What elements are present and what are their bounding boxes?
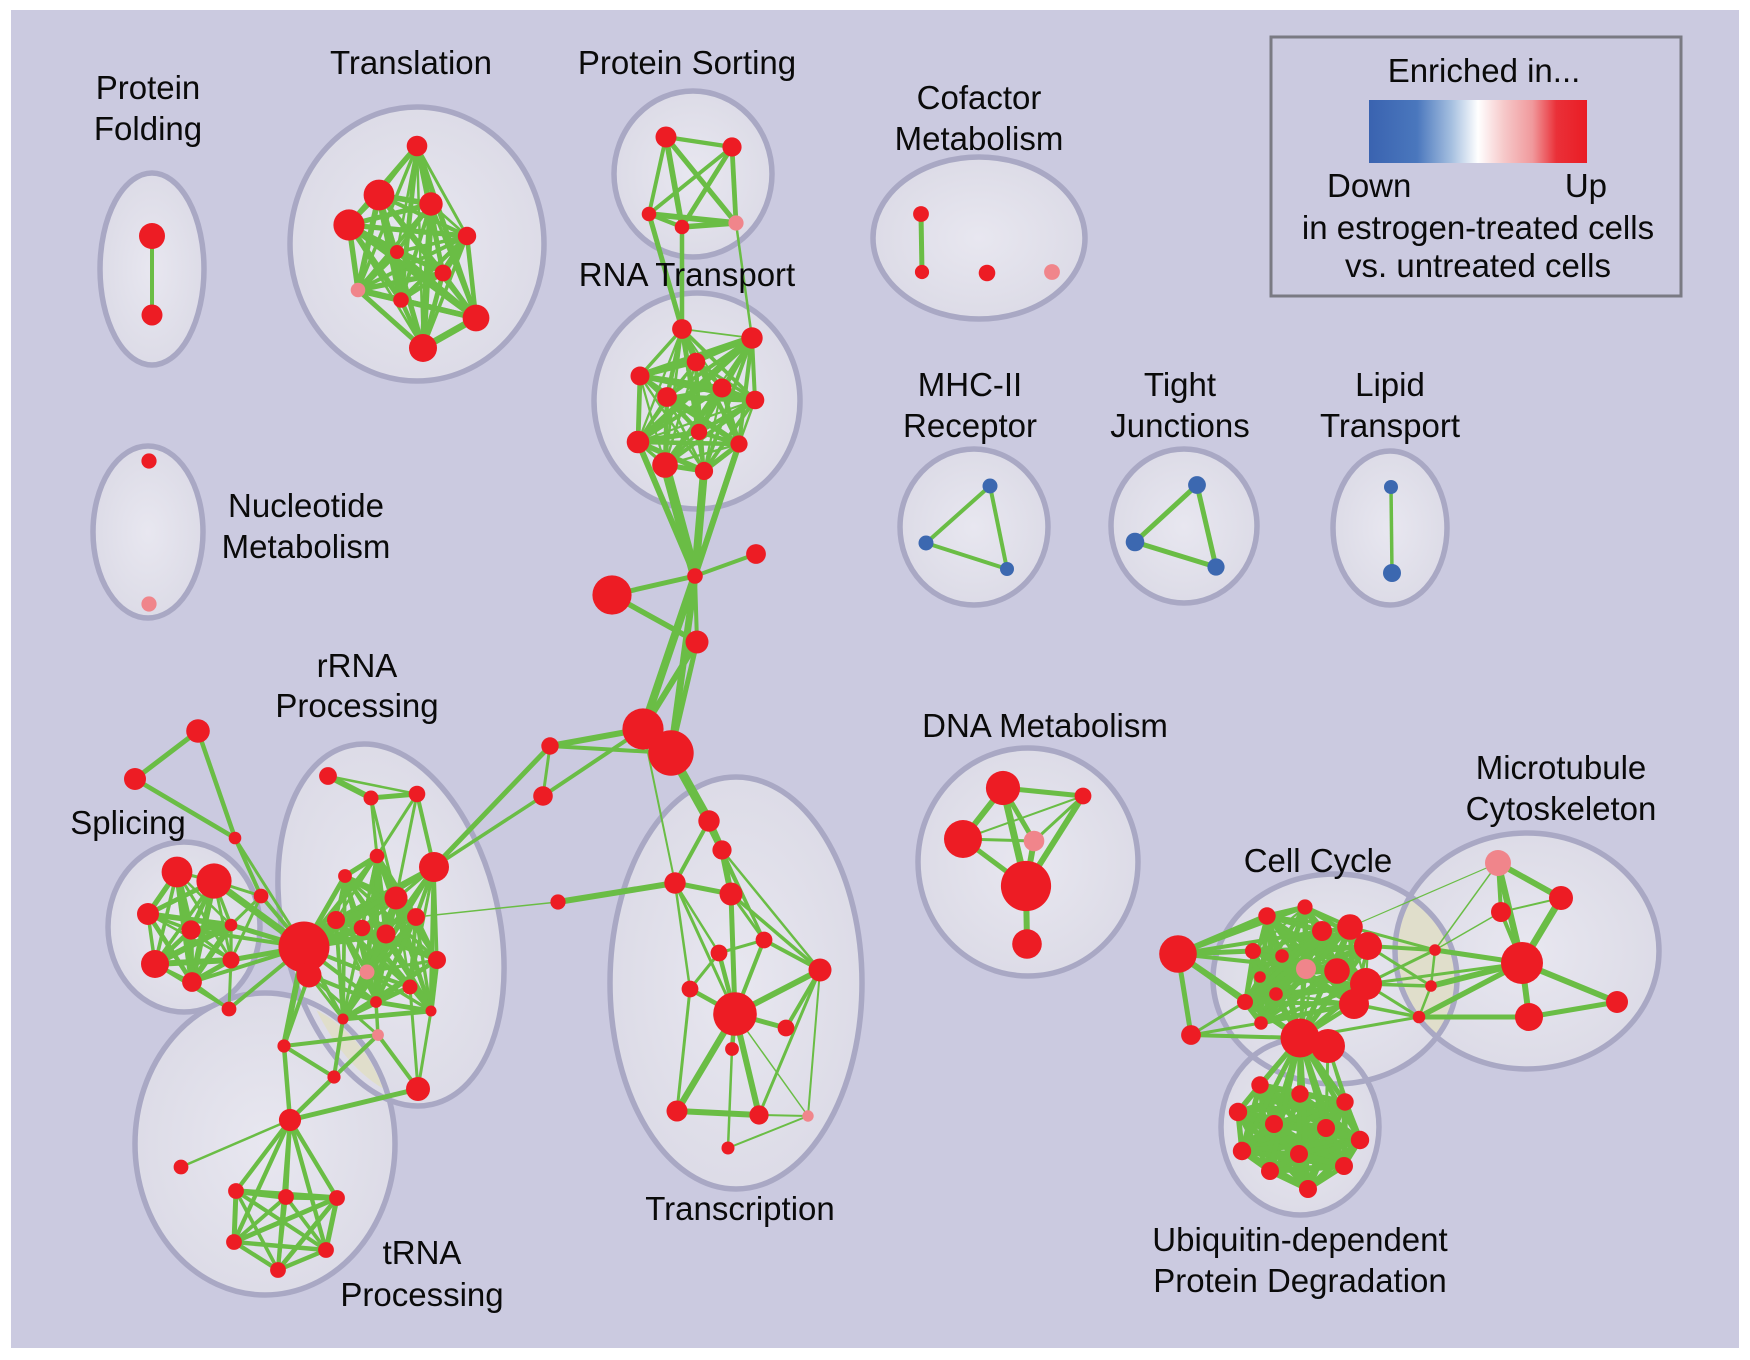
svg-text:Tight: Tight <box>1144 366 1216 403</box>
svg-text:Protein: Protein <box>96 69 201 106</box>
svg-text:Enriched in...: Enriched in... <box>1388 52 1581 89</box>
svg-text:Microtubule: Microtubule <box>1476 749 1647 786</box>
svg-text:Junctions: Junctions <box>1110 407 1249 444</box>
svg-text:Folding: Folding <box>94 110 202 147</box>
svg-text:Transport: Transport <box>1320 407 1460 444</box>
svg-text:Lipid: Lipid <box>1355 366 1425 403</box>
svg-text:Transcription: Transcription <box>645 1190 835 1227</box>
svg-text:Cell Cycle: Cell Cycle <box>1244 842 1393 879</box>
svg-text:rRNA: rRNA <box>317 647 398 684</box>
svg-text:Metabolism: Metabolism <box>222 528 391 565</box>
svg-text:Down: Down <box>1327 167 1411 204</box>
svg-text:tRNA: tRNA <box>383 1234 462 1271</box>
svg-text:RNA Transport: RNA Transport <box>579 256 795 293</box>
svg-text:Processing: Processing <box>340 1276 503 1313</box>
svg-text:MHC-II: MHC-II <box>918 366 1022 403</box>
svg-text:Protein Degradation: Protein Degradation <box>1153 1262 1447 1299</box>
svg-text:DNA Metabolism: DNA Metabolism <box>922 707 1168 744</box>
svg-text:Ubiquitin-dependent: Ubiquitin-dependent <box>1152 1221 1447 1258</box>
svg-text:Processing: Processing <box>275 687 438 724</box>
svg-text:Metabolism: Metabolism <box>895 120 1064 157</box>
svg-text:in estrogen-treated cells: in estrogen-treated cells <box>1302 209 1654 246</box>
svg-text:Up: Up <box>1565 167 1607 204</box>
svg-text:vs. untreated cells: vs. untreated cells <box>1345 247 1611 284</box>
svg-text:Receptor: Receptor <box>903 407 1037 444</box>
svg-text:Nucleotide: Nucleotide <box>228 487 384 524</box>
svg-text:Protein Sorting: Protein Sorting <box>578 44 796 81</box>
svg-text:Splicing: Splicing <box>70 804 186 841</box>
svg-text:Cofactor: Cofactor <box>917 79 1042 116</box>
svg-text:Translation: Translation <box>330 44 492 81</box>
svg-text:Cytoskeleton: Cytoskeleton <box>1466 790 1657 827</box>
